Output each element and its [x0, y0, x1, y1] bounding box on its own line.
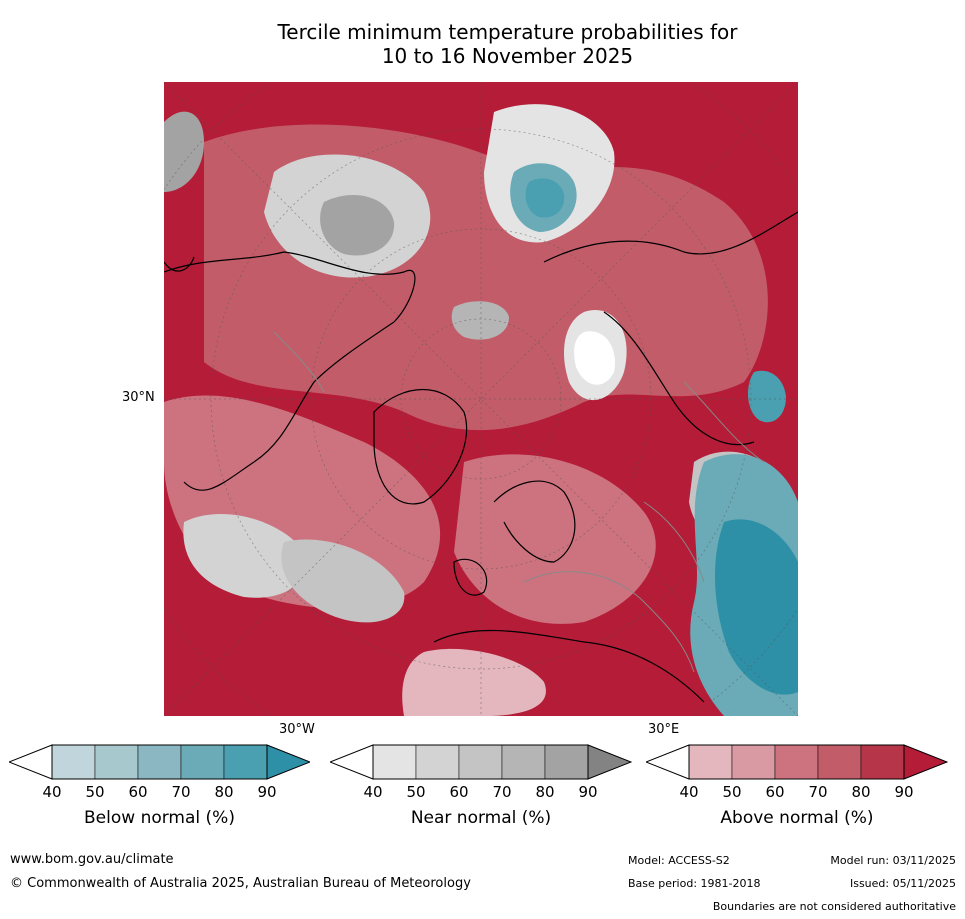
near-normal-pacific-edge — [164, 111, 204, 192]
graticule — [164, 82, 798, 716]
below-colorbar-tick-90: 90 — [257, 783, 277, 801]
base-period: Base period: 1981-2018 — [628, 877, 761, 890]
coastline-canada — [183, 321, 395, 491]
below-colorbar-extend-high — [266, 744, 310, 780]
coastline-alaska — [164, 256, 195, 272]
coastline-mediterranean — [433, 629, 705, 703]
near-colorbar-bin-70 — [501, 744, 546, 780]
near-normal-arctic — [451, 301, 509, 340]
above-colorbar-tick-60: 60 — [765, 783, 785, 801]
copyright-notice: © Commonwealth of Australia 2025, Austra… — [10, 876, 471, 891]
below-colorbar-bin-50 — [94, 744, 139, 780]
longitude-label-30w: 30°W — [279, 722, 315, 737]
near-colorbar-extend-high — [587, 744, 632, 780]
below-colorbar-bin-80 — [223, 744, 268, 780]
near-normal-title: Near normal (%) — [410, 808, 552, 828]
latitude-label-30n: 30°N — [122, 390, 155, 405]
near-normal-colorbar — [330, 744, 632, 780]
coastline-greenland — [373, 389, 468, 505]
border-europe — [523, 571, 695, 673]
below-colorbar-tick-70: 70 — [171, 783, 191, 801]
below-normal-colorbar — [9, 744, 310, 780]
below-normal-title: Below normal (%) — [84, 808, 235, 828]
below-colorbar-tick-80: 80 — [214, 783, 234, 801]
below-colorbar-outline — [51, 744, 268, 780]
coastline-britain — [453, 558, 488, 596]
near-colorbar-tick-80: 80 — [535, 783, 555, 801]
near-colorbar-tick-40: 40 — [363, 783, 383, 801]
below-colorbar-bin-60 — [137, 744, 182, 780]
coastline-russia-arctic — [603, 311, 755, 446]
coastline-scandinavia — [493, 480, 576, 563]
near-normal-pacific-core — [320, 194, 395, 256]
above-normal-40-zone-africa — [402, 648, 546, 716]
below-colorbar-extend-low — [9, 744, 53, 780]
above-normal-70-zone-europe — [454, 454, 656, 624]
below-colorbar-bin-40 — [51, 744, 96, 780]
above-colorbar-tick-40: 40 — [679, 783, 699, 801]
above-colorbar-tick-70: 70 — [808, 783, 828, 801]
near-colorbar-tick-60: 60 — [449, 783, 469, 801]
no-dominant-category-area — [574, 331, 615, 385]
coastline-north-america — [164, 251, 416, 323]
above-colorbar-bin-40 — [688, 744, 733, 780]
near-colorbar-tick-90: 90 — [578, 783, 598, 801]
map-canvas — [164, 82, 798, 716]
above-colorbar-tick-90: 90 — [894, 783, 914, 801]
issued-date: Issued: 05/11/2025 — [849, 877, 956, 890]
above-colorbar-bin-50 — [731, 744, 776, 780]
above-normal-title: Above normal (%) — [720, 808, 874, 828]
country-borders — [273, 331, 765, 673]
near-colorbar-extend-low — [330, 744, 374, 780]
near-colorbar-outline — [372, 744, 589, 780]
near-colorbar-tick-50: 50 — [406, 783, 426, 801]
title-line-1: Tercile minimum temperature probabilitie… — [277, 20, 738, 44]
below-normal-russia — [747, 370, 786, 423]
near-colorbar-bin-60 — [458, 744, 503, 780]
near-colorbar-bin-50 — [415, 744, 460, 780]
near-colorbar-bin-80 — [544, 744, 589, 780]
above-colorbar-bin-80 — [860, 744, 905, 780]
above-colorbar-bin-60 — [774, 744, 819, 780]
below-colorbar-bin-70 — [180, 744, 225, 780]
above-normal-colorbar — [646, 744, 948, 780]
above-colorbar-extend-low — [646, 744, 690, 780]
below-colorbar-tick-40: 40 — [42, 783, 62, 801]
above-colorbar-tick-50: 50 — [722, 783, 742, 801]
below-normal-siberia-core — [525, 178, 565, 218]
title-line-2: 10 to 16 November 2025 — [381, 44, 634, 68]
above-colorbar-tick-80: 80 — [851, 783, 871, 801]
polar-probability-map — [164, 82, 798, 716]
below-normal-central-asia-core — [714, 519, 798, 695]
near-colorbar-tick-70: 70 — [492, 783, 512, 801]
model-run-date: Model run: 03/11/2025 — [830, 854, 956, 867]
border-russia — [643, 501, 705, 583]
longitude-label-30e: 30°E — [648, 722, 680, 737]
above-colorbar-bin-70 — [817, 744, 862, 780]
above-colorbar-extend-high — [903, 744, 948, 780]
border-asia — [683, 381, 765, 463]
boundaries-disclaimer: Boundaries are not considered authoritat… — [712, 900, 956, 913]
near-normal-atlantic — [281, 539, 405, 623]
coastline-siberia — [543, 211, 798, 263]
near-normal-north-america — [183, 513, 306, 598]
above-colorbar-outline — [688, 744, 905, 780]
below-colorbar-tick-50: 50 — [85, 783, 105, 801]
below-colorbar-tick-60: 60 — [128, 783, 148, 801]
border-canada — [273, 331, 325, 393]
website-link[interactable]: www.bom.gov.au/climate — [10, 852, 174, 867]
model-name: Model: ACCESS-S2 — [628, 854, 730, 867]
near-colorbar-bin-40 — [372, 744, 417, 780]
chart-title: Tercile minimum temperature probabilitie… — [0, 20, 965, 68]
coastlines — [164, 211, 798, 703]
